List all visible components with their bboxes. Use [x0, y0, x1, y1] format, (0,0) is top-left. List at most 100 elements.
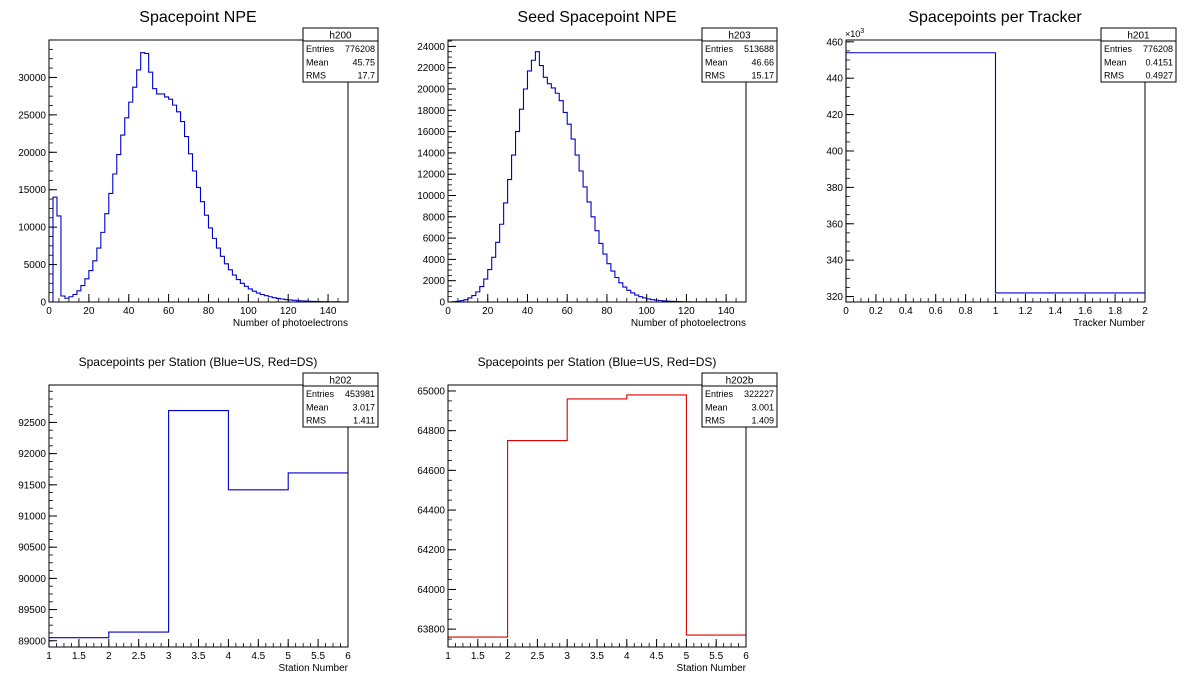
- y-tick-label: 12000: [417, 170, 445, 181]
- y-tick-label: 8000: [423, 212, 446, 223]
- stats-row-label: RMS: [306, 71, 326, 81]
- y-tick-label: 10000: [18, 223, 46, 234]
- stats-row-value: 17.7: [357, 71, 375, 81]
- y-tick-label: 340: [826, 256, 843, 267]
- x-tick-label: 5.5: [709, 651, 723, 662]
- stats-row-label: Mean: [306, 402, 329, 412]
- x-tick-label: 60: [562, 306, 574, 317]
- histogram-series-line: [48, 410, 348, 647]
- y-tick-label: 14000: [417, 148, 445, 159]
- stats-box-name: h202: [329, 376, 352, 387]
- x-tick-label: 100: [638, 306, 655, 317]
- stats-box: h201 Entries 776208 Mean 0.4151 RMS 0.4927: [1100, 27, 1177, 83]
- stats-row-value: 15.17: [751, 71, 774, 81]
- x-tick-label: 0.2: [869, 306, 883, 317]
- y-tick-label: 380: [826, 183, 843, 194]
- x-tick-label: 2.5: [132, 651, 146, 662]
- x-tick-label: 80: [203, 306, 215, 317]
- x-tick-label: 2: [1142, 306, 1148, 317]
- y-tick-label: 89500: [18, 605, 46, 616]
- x-tick-label: 40: [522, 306, 534, 317]
- histogram-panel-2: Seed Spacepoint NPE 0 20 40 60 80 100 120 140 0 20…: [417, 9, 778, 329]
- stats-row-value: 0.4927: [1145, 71, 1173, 81]
- chart-title: Spacepoints per Tracker: [908, 9, 1082, 26]
- stats-box-name: h203: [728, 31, 751, 42]
- x-axis-label: Number of photoelectrons: [233, 318, 348, 329]
- x-tick-label: 1.4: [1048, 306, 1062, 317]
- x-axis-label: Station Number: [279, 663, 349, 674]
- y-tick-label: 20000: [417, 84, 445, 95]
- y-tick-label: 460: [826, 37, 843, 48]
- chart-title: Spacepoints per Station (Blue=US, Red=DS…: [478, 355, 717, 369]
- x-tick-label: 1.5: [471, 651, 485, 662]
- stats-row-value: 1.411: [353, 416, 375, 426]
- plot-frame: [447, 384, 747, 648]
- x-tick-label: 4.5: [251, 651, 265, 662]
- stats-row-label: Entries: [1104, 44, 1133, 54]
- y-tick-label: 65000: [417, 386, 445, 397]
- histogram-panel-3: Spacepoints per Tracker 0 0.2 0.4 0.6 0.8 1 1.2…: [826, 9, 1177, 329]
- stats-box-frame: [701, 372, 778, 428]
- x-tick-label: 140: [718, 306, 735, 317]
- plot-frame: [447, 39, 747, 303]
- stats-row-value: 46.66: [751, 57, 774, 67]
- x-tick-label: 1.8: [1108, 306, 1122, 317]
- x-tick-label: 1: [993, 306, 999, 317]
- x-axis-label: Tracker Number: [1073, 318, 1146, 329]
- x-tick-label: 3.5: [590, 651, 604, 662]
- stats-box-frame: [302, 27, 379, 83]
- x-tick-label: 5: [684, 651, 690, 662]
- y-tick-label: 320: [826, 292, 843, 303]
- y-tick-label: 92500: [18, 418, 46, 429]
- x-tick-label: 5: [285, 651, 291, 662]
- y-tick-label: 5000: [24, 260, 47, 271]
- histogram-panel-5: Spacepoints per Station (Blue=US, Red=DS…: [417, 355, 778, 674]
- x-tick-label: 0: [445, 306, 451, 317]
- stats-row-value: 3.017: [352, 402, 375, 412]
- y-tick-label: 2000: [423, 276, 446, 287]
- y-tick-label: 18000: [417, 106, 445, 117]
- stats-row-value: 1.409: [751, 416, 774, 426]
- histogram-series-line: [49, 52, 348, 303]
- stats-box-frame: [1100, 27, 1177, 83]
- x-tick-label: 0.4: [899, 306, 913, 317]
- x-tick-label: 20: [482, 306, 494, 317]
- x-tick-label: 2: [505, 651, 511, 662]
- stats-box: h202 Entries 453981 Mean 3.017 RMS 1.411: [302, 372, 379, 428]
- y-tick-label: 91500: [18, 480, 46, 491]
- y-tick-label: 4000: [423, 255, 446, 266]
- x-tick-label: 1.2: [1018, 306, 1032, 317]
- y-tick-label: 92000: [18, 449, 46, 460]
- y-tick-label: 64000: [417, 585, 445, 596]
- histogram-series-line: [845, 52, 1145, 302]
- x-tick-label: 60: [163, 306, 175, 317]
- x-tick-label: 4: [226, 651, 232, 662]
- y-tick-label: 6000: [423, 234, 446, 245]
- stats-box-frame: [302, 372, 379, 428]
- histogram-panel-1: Spacepoint NPE 0 20 40 60 80 100 120 140 0 5000 100…: [18, 9, 379, 329]
- y-tick-label: 30000: [18, 73, 46, 84]
- y-tick-label: 64400: [417, 506, 445, 517]
- x-axis-label: Number of photoelectrons: [631, 318, 746, 329]
- x-tick-label: 40: [123, 306, 135, 317]
- x-tick-label: 6: [345, 651, 351, 662]
- stats-row-label: Entries: [705, 389, 734, 399]
- stats-row-value: 3.001: [751, 402, 774, 412]
- x-tick-label: 120: [280, 306, 297, 317]
- stats-box-name: h200: [329, 31, 352, 42]
- y-tick-label: 10000: [417, 191, 445, 202]
- y-tick-label: 16000: [417, 127, 445, 138]
- x-tick-label: 2: [106, 651, 112, 662]
- histogram-panel-4: Spacepoints per Station (Blue=US, Red=DS…: [18, 355, 379, 674]
- y-tick-label: 15000: [18, 185, 46, 196]
- stats-row-value: 776208: [345, 44, 375, 54]
- stats-row-value: 513688: [744, 44, 774, 54]
- x-tick-label: 3: [166, 651, 172, 662]
- y-tick-label: 0: [439, 298, 445, 309]
- y-tick-label: 420: [826, 110, 843, 121]
- x-tick-label: 1.6: [1078, 306, 1092, 317]
- y-tick-label: 64800: [417, 426, 445, 437]
- stats-row-label: Mean: [705, 402, 728, 412]
- x-tick-label: 140: [320, 306, 337, 317]
